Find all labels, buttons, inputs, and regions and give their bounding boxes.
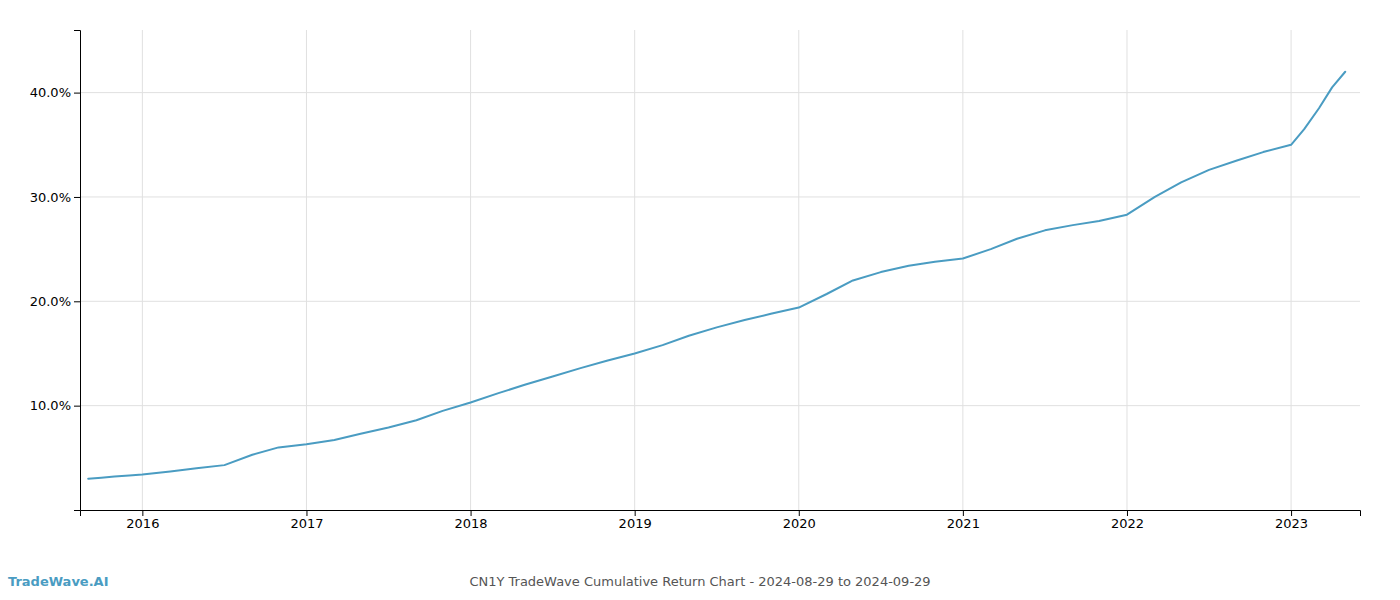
axis-line [81, 511, 1361, 517]
tick-label: 30.0% [30, 190, 71, 205]
tick-mark [1127, 510, 1128, 516]
tick: 2022 [1111, 510, 1144, 531]
tick-label: 2020 [783, 516, 816, 531]
tick-label: 20.0% [30, 294, 71, 309]
tick: 2023 [1275, 510, 1308, 531]
tick-mark [74, 406, 80, 407]
tick: 30.0% [30, 190, 80, 205]
tick-label: 40.0% [30, 85, 71, 100]
x-axis: 2016 2017 2018 2019 2020 2021 2022 2023 [81, 510, 1361, 531]
grid-line [1291, 30, 1292, 510]
grid-line [142, 30, 143, 510]
tick-label: 10.0% [30, 398, 71, 413]
grid-line [798, 30, 799, 510]
tick-label: 2017 [290, 516, 323, 531]
grid-line [306, 30, 307, 510]
tick: 2017 [290, 510, 323, 531]
tick: 2016 [126, 510, 159, 531]
tick-mark [74, 301, 80, 302]
tick-label: 2023 [1275, 516, 1308, 531]
grid-line [1126, 30, 1127, 510]
tick: 20.0% [30, 294, 80, 309]
tick-mark [635, 510, 636, 516]
tick-mark [306, 510, 307, 516]
tick: 40.0% [30, 85, 80, 100]
tick-label: 2019 [619, 516, 652, 531]
tick: 2018 [455, 510, 488, 531]
tick-mark [963, 510, 964, 516]
tick-label: 2022 [1111, 516, 1144, 531]
tick-mark [74, 93, 80, 94]
tick: 2019 [619, 510, 652, 531]
grid-line [962, 30, 963, 510]
grid-line [80, 92, 1360, 93]
tick: 2021 [947, 510, 980, 531]
tick-label: 2021 [947, 516, 980, 531]
line [88, 72, 1345, 479]
marks [88, 72, 1345, 479]
tick-mark [799, 510, 800, 516]
tick-label: 2016 [126, 516, 159, 531]
grid-line [470, 30, 471, 510]
chart: 2016 2017 2018 2019 2020 2021 2022 2023 10.0% 20.… [0, 0, 1400, 600]
tick-mark [74, 197, 80, 198]
title: CN1Y TradeWave Cumulative Return Chart -… [469, 574, 930, 589]
plot-area: 2016 2017 2018 2019 2020 2021 2022 2023 10.0% 20.… [30, 30, 1361, 531]
axis-line [74, 31, 81, 511]
tick: 2020 [783, 510, 816, 531]
grid-line [634, 30, 635, 510]
tick-mark [1291, 510, 1292, 516]
grid [80, 30, 1360, 510]
grid-line [80, 405, 1360, 406]
tick-mark [142, 510, 143, 516]
tick-mark [471, 510, 472, 516]
tick: 10.0% [30, 398, 80, 413]
grid-line [80, 196, 1360, 197]
grid-line [80, 301, 1360, 302]
y-axis: 10.0% 20.0% 30.0% 40.0% [30, 31, 81, 511]
tick-label: 2018 [455, 516, 488, 531]
watermark: TradeWave.AI [8, 574, 109, 589]
